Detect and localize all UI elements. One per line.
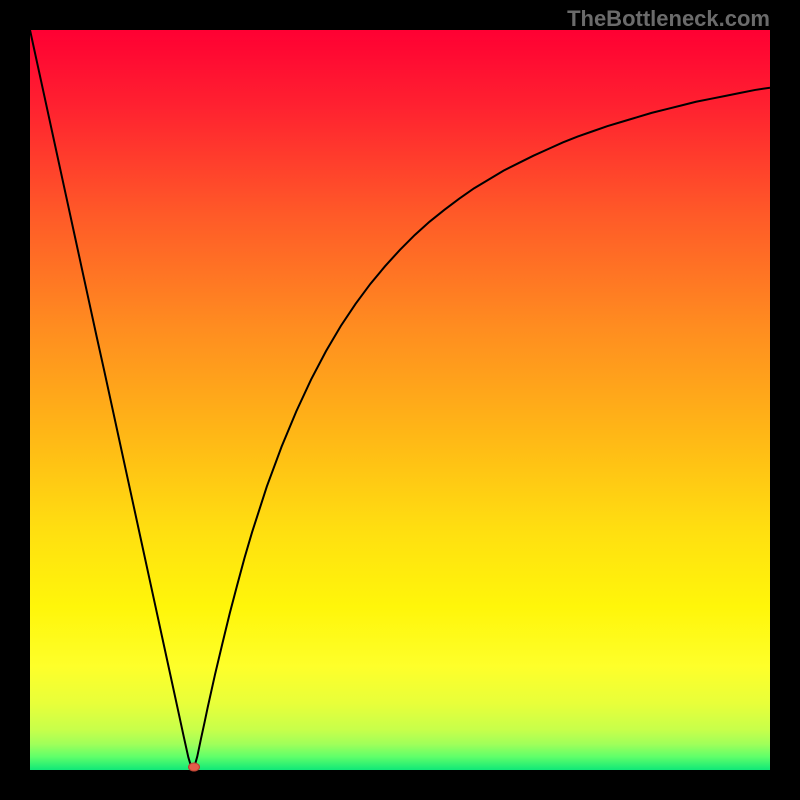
- watermark-text: TheBottleneck.com: [567, 6, 770, 32]
- plot-area: [30, 30, 770, 770]
- minimum-marker: [188, 763, 200, 772]
- gradient-background: [30, 30, 770, 770]
- chart-root: TheBottleneck.com: [0, 0, 800, 800]
